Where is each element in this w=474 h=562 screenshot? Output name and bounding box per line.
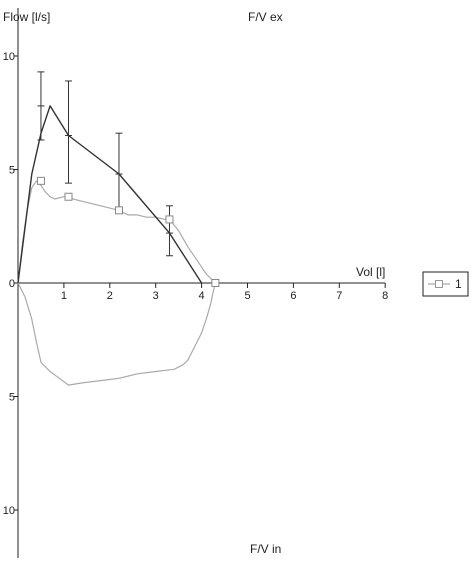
- x-tick-label: 4: [199, 290, 205, 302]
- chart-title-inspiratory: F/V in: [250, 542, 281, 556]
- x-tick-label: 8: [382, 290, 388, 302]
- x-tick-label: 6: [290, 290, 296, 302]
- chart-title-expiratory: F/V ex: [248, 10, 283, 24]
- data-point-marker: [165, 215, 174, 224]
- y-tick-label: 5: [9, 392, 15, 404]
- data-point-marker: [114, 206, 123, 215]
- series-line-measured-expiratory: [17, 180, 216, 284]
- y-tick-label: 0: [9, 278, 15, 290]
- legend-label-1: 1: [455, 277, 462, 291]
- series-line-predicted-expiratory: [17, 105, 203, 284]
- x-tick-label: 1: [61, 290, 67, 302]
- x-tick-label: 2: [107, 290, 113, 302]
- series-layer: [17, 105, 216, 386]
- markers: [36, 176, 220, 287]
- data-point-marker: [64, 192, 73, 201]
- error-bars: [37, 71, 173, 257]
- series-line-measured-inspiratory: [17, 282, 216, 386]
- data-point-marker: [211, 279, 220, 287]
- y-axis-label: Flow [l/s]: [3, 10, 50, 24]
- x-tick-label: 7: [336, 290, 342, 302]
- legend-marker: [435, 280, 443, 288]
- y-tick-label: 5: [9, 165, 15, 177]
- y-tick-label: 10: [3, 51, 15, 63]
- y-tick-label: 10: [3, 505, 15, 517]
- x-ticks: 1 2 3 4 5 6 7 8: [61, 283, 388, 302]
- legend: 1: [422, 271, 469, 297]
- x-axis-label: Vol [l]: [356, 265, 385, 279]
- y-ticks: 10 5 0 5 10: [3, 51, 18, 517]
- x-tick-label: 3: [153, 290, 159, 302]
- x-tick-label: 5: [244, 290, 250, 302]
- data-point-marker: [36, 176, 45, 185]
